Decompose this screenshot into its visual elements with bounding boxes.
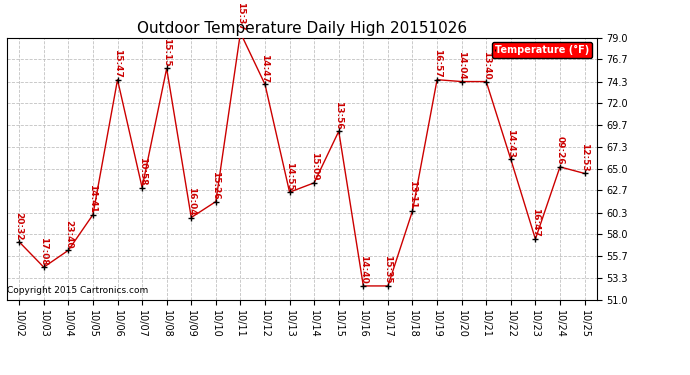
Text: 14:40: 14:40: [359, 255, 368, 284]
Text: 15:09: 15:09: [310, 152, 319, 181]
Text: 15:35: 15:35: [384, 255, 393, 284]
Text: 14:55: 14:55: [285, 162, 294, 190]
Text: 16:47: 16:47: [531, 209, 540, 237]
Text: 14:47: 14:47: [261, 54, 270, 82]
Title: Outdoor Temperature Daily High 20151026: Outdoor Temperature Daily High 20151026: [137, 21, 467, 36]
Text: 13:11: 13:11: [408, 180, 417, 209]
Text: 16:04: 16:04: [187, 187, 196, 216]
Text: 23:40: 23:40: [64, 220, 73, 249]
Text: 16:57: 16:57: [433, 49, 442, 78]
Text: 10:58: 10:58: [137, 157, 146, 186]
Text: 20:32: 20:32: [14, 211, 23, 240]
Legend: Temperature (°F): Temperature (°F): [492, 42, 592, 58]
Text: 15:15: 15:15: [162, 38, 171, 67]
Text: 15:26: 15:26: [211, 171, 220, 200]
Text: 13:56: 13:56: [334, 101, 343, 129]
Text: 17:08: 17:08: [39, 237, 48, 266]
Text: 09:26: 09:26: [555, 136, 564, 165]
Text: 13:40: 13:40: [482, 51, 491, 80]
Text: 14:41: 14:41: [88, 184, 97, 213]
Text: 12:53: 12:53: [580, 143, 589, 172]
Text: 15:47: 15:47: [113, 49, 122, 78]
Text: 15:37: 15:37: [236, 2, 245, 31]
Text: 14:04: 14:04: [457, 51, 466, 80]
Text: 14:43: 14:43: [506, 129, 515, 158]
Text: Copyright 2015 Cartronics.com: Copyright 2015 Cartronics.com: [7, 286, 148, 296]
